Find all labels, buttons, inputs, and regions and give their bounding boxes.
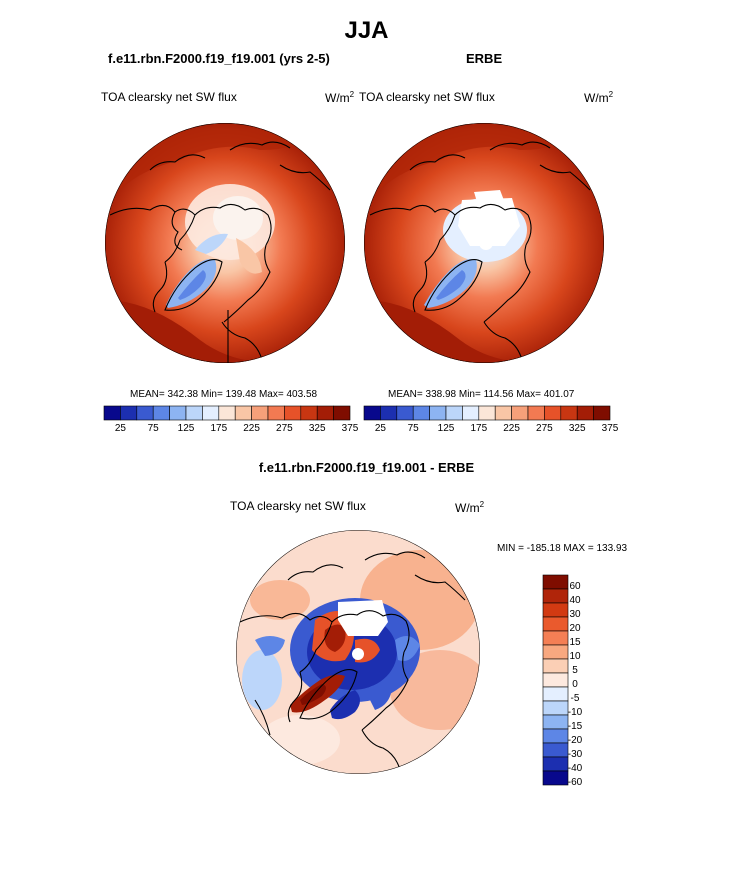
colorbar-obs-tick-label: 75 — [407, 423, 419, 434]
map-diff — [236, 530, 480, 774]
colorbar-obs-swatch — [478, 405, 496, 421]
colorbar-model-swatch — [202, 405, 220, 421]
units-model-sup: 2 — [349, 90, 355, 99]
colorbar-obs-swatch — [363, 405, 381, 421]
colorbar-obs-swatch — [527, 405, 545, 421]
colorbar-diff — [542, 574, 569, 786]
colorbar-obs — [363, 405, 611, 421]
label-obs-var: TOA clearsky net SW flux — [359, 90, 495, 104]
label-diff-units: W/m2 — [455, 500, 484, 515]
colorbar-model-swatch — [120, 405, 138, 421]
colorbar-model-tick-label: 225 — [243, 423, 260, 434]
colorbar-obs-swatch — [445, 405, 463, 421]
label-model-units: W/m2 — [325, 90, 354, 105]
colorbar-model-swatch — [136, 405, 154, 421]
label-model-var: TOA clearsky net SW flux — [101, 90, 237, 104]
colorbar-obs-tick-label: 25 — [374, 423, 386, 434]
colorbar-model-tick-label: 275 — [276, 423, 293, 434]
stats-diff: MIN = -185.18 MAX = 133.93 — [497, 543, 628, 554]
colorbar-diff-tick-label: -40 — [567, 763, 583, 774]
colorbar-diff-tick-label: 10 — [569, 651, 581, 662]
colorbar-obs-tick-label: 275 — [536, 423, 553, 434]
panel-title-model: f.e11.rbn.F2000.f19_f19.001 (yrs 2-5) — [108, 51, 330, 66]
colorbar-obs-swatch — [544, 405, 562, 421]
colorbar-model-swatch — [267, 405, 285, 421]
colorbar-model-swatch — [169, 405, 187, 421]
colorbar-model-swatch — [152, 405, 170, 421]
colorbar-diff-tick-label: 60 — [569, 581, 581, 592]
colorbar-diff-tick-label: 40 — [569, 595, 581, 606]
colorbar-obs-swatch — [511, 405, 529, 421]
colorbar-obs-tick-label: 125 — [437, 423, 455, 434]
colorbar-model-swatch — [218, 405, 236, 421]
units-diff-sup: 2 — [479, 500, 485, 509]
panel-title-diff: f.e11.rbn.F2000.f19_f19.001 - ERBE — [258, 460, 475, 475]
colorbar-diff-tick-label: -30 — [567, 749, 583, 760]
colorbar-obs-tick-label: 175 — [470, 423, 488, 434]
colorbar-model-swatch — [333, 405, 351, 421]
colorbar-obs-swatch — [494, 405, 512, 421]
map-model — [105, 123, 345, 363]
colorbar-diff-tick-label: 20 — [569, 623, 581, 634]
colorbar-obs-tick-label: 325 — [568, 423, 586, 434]
units-obs-sup: 2 — [608, 90, 614, 99]
units-diff: W/m — [455, 501, 480, 515]
colorbar-diff-tick-label: 15 — [569, 637, 581, 648]
colorbar-diff-tick-label: 5 — [572, 665, 578, 676]
colorbar-obs-swatch — [576, 405, 594, 421]
colorbar-model-swatch — [316, 405, 334, 421]
panel-title-obs: ERBE — [466, 51, 503, 66]
stats-model: MEAN= 342.38 Min= 139.48 Max= 403.58 — [130, 389, 318, 400]
colorbar-diff-tick-label: -10 — [567, 707, 583, 718]
colorbar-obs-swatch — [593, 405, 611, 421]
colorbar-diff-swatch — [542, 770, 569, 786]
label-obs-units: W/m2 — [584, 90, 613, 105]
colorbar-obs-tick-label: 375 — [601, 423, 619, 434]
colorbar-model-tick-label: 325 — [308, 423, 326, 434]
colorbar-obs-tick-label: 225 — [503, 423, 520, 434]
colorbar-model-tick-label: 375 — [341, 423, 359, 434]
colorbar-diff-ticks: 60 40 30 20 15 10 5 0 -5 -10 -15 -20 -30 -40 -60 — [560, 575, 600, 788]
colorbar-model-swatch — [300, 405, 318, 421]
colorbar-model-tick-label: 25 — [114, 423, 126, 434]
colorbar-diff-tick-label: -15 — [567, 721, 583, 732]
label-diff-var: TOA clearsky net SW flux — [230, 499, 366, 513]
colorbar-model-tick-label: 125 — [177, 423, 195, 434]
colorbar-model-swatch — [103, 405, 121, 421]
colorbar-diff-tick-label: 0 — [572, 679, 578, 690]
colorbar-model-swatch — [251, 405, 269, 421]
colorbar-model-tick-label: 175 — [210, 423, 228, 434]
colorbar-model-swatch — [234, 405, 252, 421]
colorbar-diff-tick-label: 30 — [569, 609, 581, 620]
colorbar-diff-tick-label: -20 — [567, 735, 583, 746]
units-model: W/m — [325, 91, 350, 105]
colorbar-model-swatch — [185, 405, 203, 421]
stats-obs: MEAN= 338.98 Min= 114.56 Max= 401.07 — [388, 389, 575, 400]
colorbar-model-tick-label: 75 — [147, 423, 159, 434]
units-obs: W/m — [584, 91, 609, 105]
colorbar-diff-tick-label: -60 — [567, 777, 583, 788]
colorbar-obs-swatch — [560, 405, 578, 421]
colorbar-model-swatch — [284, 405, 302, 421]
map-obs — [364, 123, 604, 363]
colorbar-obs-swatch — [380, 405, 398, 421]
colorbar-obs-swatch — [462, 405, 480, 421]
colorbar-diff-tick-label: -5 — [570, 693, 580, 704]
colorbar-obs-swatch — [429, 405, 447, 421]
colorbar-model — [103, 405, 351, 421]
figure-title: JJA — [344, 17, 389, 44]
colorbar-obs-swatch — [412, 405, 430, 421]
colorbar-obs-swatch — [396, 405, 414, 421]
